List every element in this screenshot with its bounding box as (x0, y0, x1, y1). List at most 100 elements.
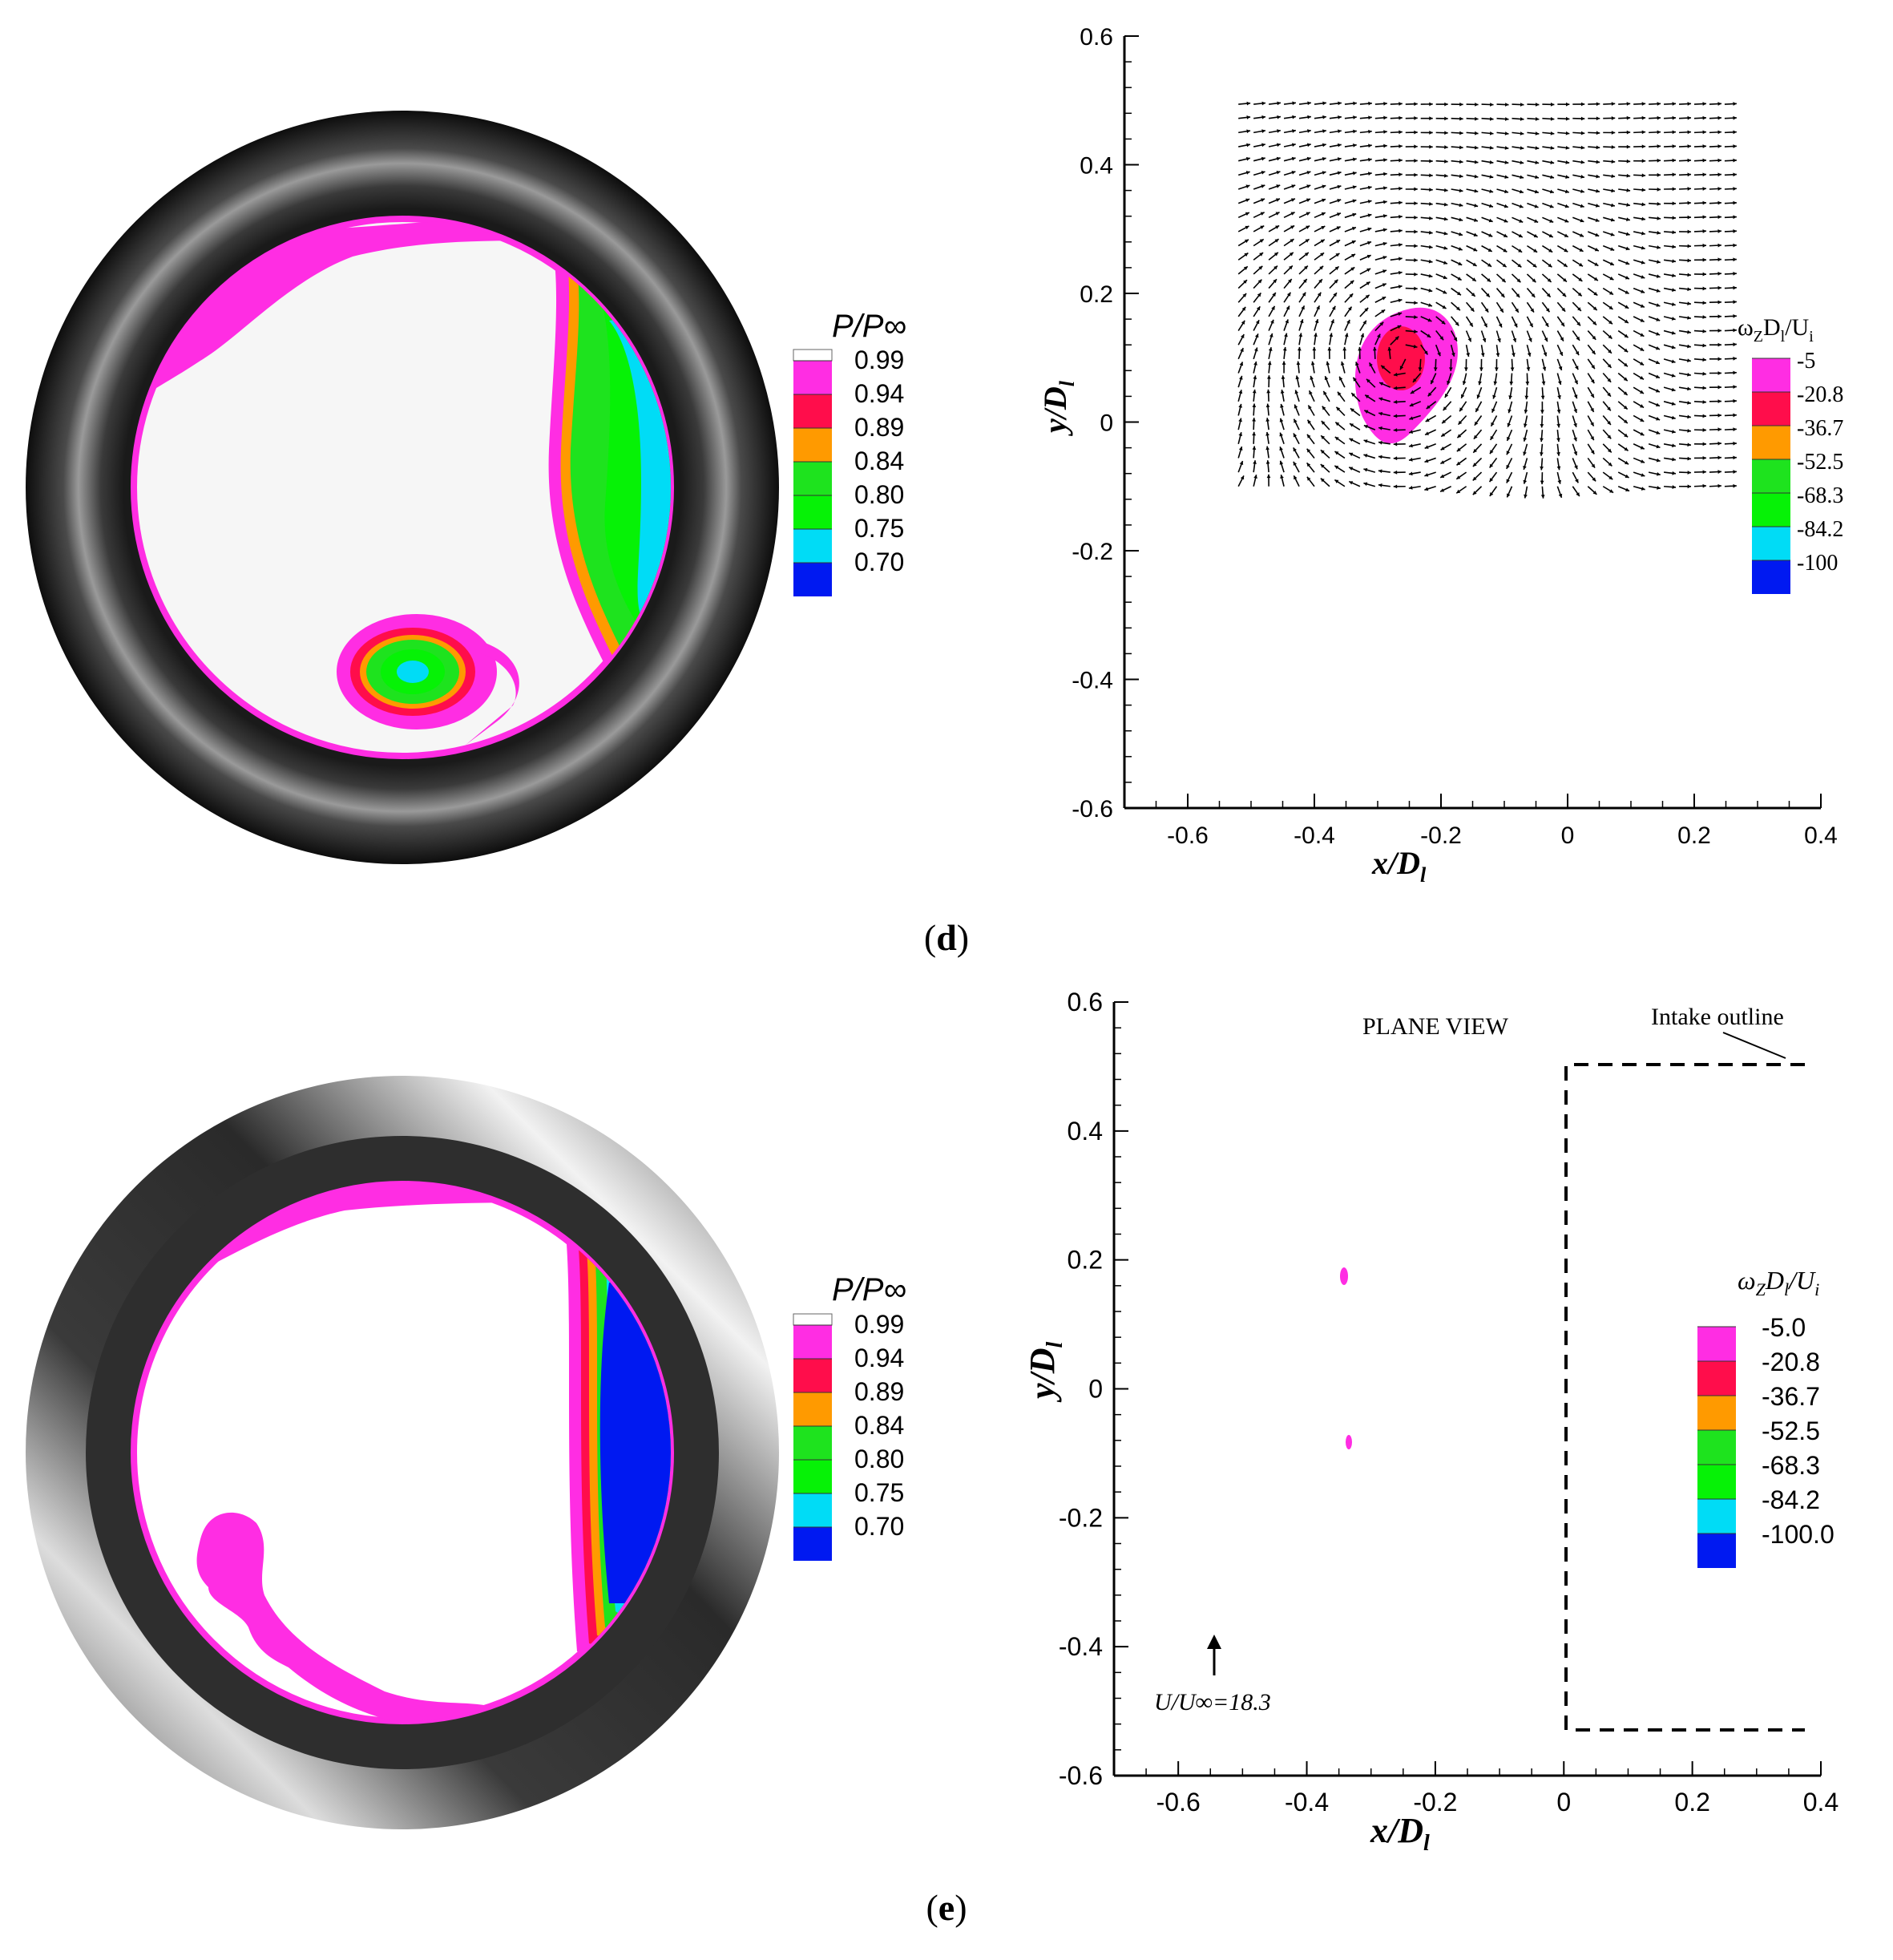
contour-region (196, 1513, 497, 1721)
intake-outline (1564, 1063, 1805, 1732)
legend-swatch (1752, 527, 1790, 560)
legend-swatch (793, 1493, 832, 1527)
legend-swatch (1752, 392, 1790, 426)
legend-swatch (1752, 358, 1790, 392)
vortex-region (1346, 1435, 1352, 1449)
y-tick-label: -0.2 (1059, 1503, 1103, 1532)
legend-swatch (1752, 560, 1790, 594)
x-axis-label: x/Dl (1370, 1811, 1430, 1856)
y-tick-label: 0.6 (1068, 988, 1103, 1016)
legend-swatch (793, 428, 832, 462)
y-tick-label: 0.2 (1068, 1246, 1103, 1275)
legend-label: -84.2 (1762, 1485, 1820, 1514)
contour-legend-d: P/P∞ 0.99 0.94 0.89 0.84 0.80 0.75 0.70 (793, 309, 906, 596)
legend-label: 0.70 (854, 548, 904, 576)
legend-label: 0.75 (854, 1478, 904, 1507)
y-tick-label: 0.6 (1080, 24, 1113, 51)
x-axis-label: x/Dl (1371, 845, 1427, 887)
y-tick-label: -0.4 (1059, 1632, 1103, 1661)
contour-legend-e: P/P∞ 0.99 0.94 0.89 0.84 0.80 0.75 0.70 (793, 1272, 906, 1561)
legend-label: -52.5 (1797, 450, 1843, 475)
legend-swatch (793, 349, 833, 362)
x-tick-label: 0.2 (1674, 1788, 1709, 1817)
legend-swatch (1752, 426, 1790, 459)
contour-panel-e: P/P∞ 0.99 0.94 0.89 0.84 0.80 0.75 0.70 (26, 1076, 906, 1829)
legend-label: 0.84 (854, 1411, 904, 1440)
reference-vector-label: U/U∞=18.3 (1154, 1689, 1271, 1716)
y-tick-label: 0.2 (1080, 281, 1113, 308)
vorticity-legend-d: ωZDl/Ui -5 -20.8 -36.7 -52.5 -68.3 -84.2 -100 (1738, 314, 1843, 594)
legend-label: -20.8 (1797, 382, 1843, 407)
legend-swatch (793, 1325, 832, 1359)
legend-label: 0.84 (854, 447, 904, 475)
x-tick-label: -0.6 (1156, 1788, 1201, 1817)
y-axis-label: y/Dl (1037, 380, 1079, 436)
x-tick-label: -0.4 (1285, 1788, 1329, 1817)
legend-swatch (793, 1460, 832, 1493)
caption-e: (e) (926, 1887, 967, 1928)
legend-label: 0.99 (854, 346, 904, 374)
legend-swatch (1752, 493, 1790, 527)
legend-swatch (793, 495, 832, 529)
x-tick-label: 0.2 (1677, 822, 1711, 849)
legend-swatch (793, 563, 832, 596)
legend-swatch (1697, 1499, 1736, 1534)
legend-label: -5 (1797, 349, 1815, 374)
legend-label: 0.80 (854, 480, 904, 509)
legend-label: 0.99 (854, 1310, 904, 1339)
legend-label: -36.7 (1797, 416, 1843, 441)
y-tick-label: -0.6 (1059, 1761, 1103, 1790)
legend-title: P/P∞ (832, 1272, 906, 1307)
legend-swatch (1697, 1396, 1736, 1430)
legend-label: 0.75 (854, 514, 904, 543)
legend-label: -36.7 (1762, 1382, 1820, 1411)
contour-panel-d: P/P∞ 0.99 0.94 0.89 0.84 0.80 0.75 0.70 (26, 111, 906, 864)
intake-outline-label: Intake outline (1651, 1004, 1784, 1030)
legend-label: 0.80 (854, 1445, 904, 1473)
legend-swatch (793, 394, 832, 428)
legend-swatch (1697, 1465, 1736, 1499)
y-tick-label: -0.6 (1072, 796, 1113, 822)
legend-label: 0.89 (854, 1377, 904, 1406)
y-tick-label: 0 (1088, 1375, 1103, 1404)
legend-title: ωZDl/Ui (1738, 314, 1814, 346)
x-tick-label: -0.2 (1413, 1788, 1457, 1817)
legend-title: ωZDl/Ui (1738, 1266, 1819, 1299)
legend-label: 0.94 (854, 379, 904, 408)
legend-label: -52.5 (1762, 1416, 1820, 1445)
x-tick-label: -0.4 (1294, 822, 1335, 849)
x-tick-label: -0.2 (1420, 822, 1462, 849)
legend-label: -84.2 (1797, 517, 1843, 542)
x-tick-label: 0.4 (1803, 1788, 1839, 1817)
legend-swatch (793, 1392, 832, 1426)
x-tick-label: 0.4 (1804, 822, 1838, 849)
legend-swatch (1697, 1534, 1736, 1568)
legend-swatches: -5.0 -20.8 -36.7 -52.5 -68.3 -84.2 -100.0 (1697, 1313, 1834, 1568)
y-tick-label: 0.4 (1080, 153, 1113, 180)
legend-swatches: 0.99 0.94 0.89 0.84 0.80 0.75 0.70 (793, 1310, 904, 1561)
legend-label: -5.0 (1762, 1313, 1806, 1342)
x-tick-label: 0 (1556, 1788, 1571, 1817)
y-tick-label: 0 (1100, 410, 1113, 437)
intake-pointer (1722, 1032, 1786, 1059)
contour-region (609, 305, 671, 641)
legend-swatch (1697, 1327, 1736, 1361)
x-tick-label: 0 (1561, 822, 1575, 849)
legend-swatch (793, 462, 832, 495)
vector-plot-d: 0.6 0.4 0.2 0 -0.2 -0.4 -0.6 -0.6 -0.4 -0.2 0 0.2 0.… (1037, 24, 1843, 887)
vorticity-legend-e: ωZDl/Ui -5.0 -20.8 -36.7 -52.5 -68.3 -84.2 -10… (1697, 1266, 1834, 1568)
legend-swatch (793, 1527, 832, 1561)
velocity-vectors (1237, 101, 1737, 499)
legend-swatches: -5 -20.8 -36.7 -52.5 -68.3 -84.2 -100 (1752, 349, 1843, 594)
legend-swatch (793, 1359, 832, 1392)
legend-label: 0.70 (854, 1512, 904, 1541)
legend-swatch (1752, 459, 1790, 493)
legend-swatches: 0.99 0.94 0.89 0.84 0.80 0.75 0.70 (793, 346, 904, 596)
vector-plot-e: 0.6 0.4 0.2 0 -0.2 -0.4 -0.6 -0.6 -0.4 -0.2 0 0.2 0.… (1023, 988, 1839, 1856)
legend-label: -68.3 (1762, 1451, 1820, 1480)
legend-swatch (793, 1426, 832, 1460)
legend-swatch (793, 1313, 833, 1326)
axis-ticks: 0.6 0.4 0.2 0 -0.2 -0.4 -0.6 -0.6 -0.4 -0.2 0 0.2 0.… (1072, 24, 1838, 849)
x-tick-label: -0.6 (1167, 822, 1209, 849)
